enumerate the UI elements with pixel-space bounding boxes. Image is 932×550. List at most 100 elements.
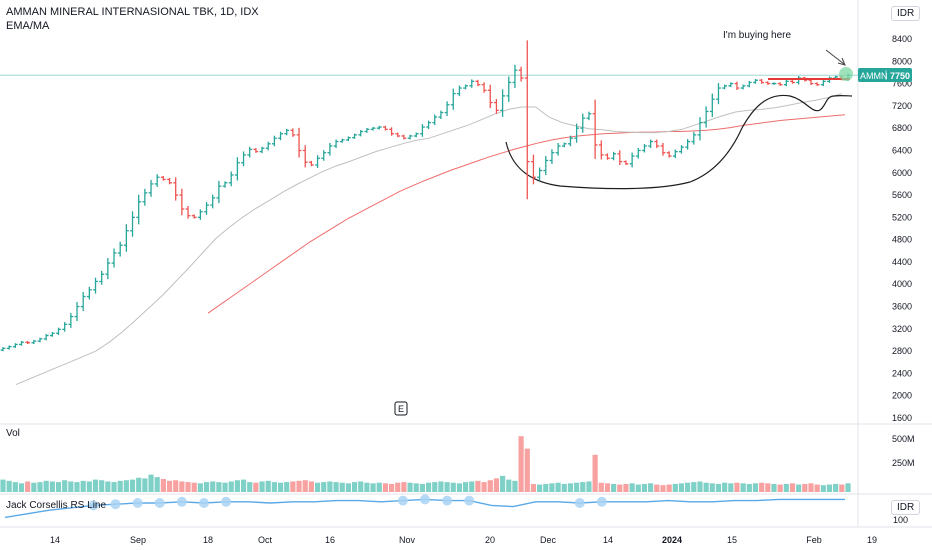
price-tick-label: 6800 [892, 123, 912, 133]
volume-bar [740, 483, 746, 492]
rs-new-high-dot [596, 496, 607, 507]
volume-bar [796, 484, 802, 492]
ohlc-bar [716, 83, 721, 105]
ohlc-bar [444, 101, 450, 117]
volume-bar [296, 480, 302, 492]
volume-bar [185, 482, 191, 492]
ohlc-bar [49, 332, 55, 337]
ohlc-bar [420, 124, 425, 137]
price-tick-label: 7200 [892, 101, 912, 111]
ohlc-bar [167, 177, 172, 185]
volume-bar [407, 482, 413, 492]
price-tick-label: 5600 [892, 190, 912, 200]
volume-bar [31, 482, 37, 492]
price-tick-label: 2000 [892, 391, 912, 401]
cup-handle-curve [505, 94, 853, 190]
ohlc-bar [518, 66, 524, 82]
volume-bar [216, 482, 222, 492]
annotation-text: I'm buying here [723, 30, 791, 41]
volume-bar [111, 482, 117, 492]
volume-bar [660, 485, 666, 492]
ohlc-bar [241, 151, 246, 167]
ohlc-bar [31, 339, 37, 345]
earnings-marker[interactable] [394, 401, 408, 416]
ohlc-bar [339, 138, 345, 143]
volume-bar [715, 483, 722, 492]
volume-bars [0, 436, 851, 492]
ohlc-bar [740, 84, 746, 90]
volume-bar [722, 482, 728, 492]
ohlc-bar [642, 144, 647, 153]
volume-bar [401, 482, 407, 492]
ohlc-bar [777, 82, 783, 86]
volume-bar [345, 483, 351, 492]
volume-bar [68, 481, 74, 492]
ohlc-bar [228, 171, 234, 187]
volume-bar [129, 479, 136, 492]
price-tick-label: 8400 [892, 34, 912, 44]
volume-bar [277, 482, 284, 492]
volume-bar [382, 483, 388, 492]
volume-bar [752, 483, 759, 492]
ohlc-bar [234, 157, 240, 181]
ohlc-bar [204, 202, 209, 215]
volume-bar [419, 483, 426, 492]
price-tick-label: 5200 [892, 212, 912, 222]
ohlc-bar [586, 111, 592, 121]
ohlc-bar [247, 146, 253, 158]
ohlc-bar [709, 93, 715, 117]
volume-bar [376, 482, 382, 492]
ma-line [207, 114, 846, 314]
ohlc-bar [574, 123, 580, 143]
ohlc-bar [679, 145, 684, 154]
ohlc-bar [99, 270, 105, 285]
ohlc-bar [173, 177, 179, 201]
buy-point-marker[interactable] [839, 67, 853, 81]
time-tick-label: Feb [806, 535, 822, 545]
volume-bar [388, 483, 395, 492]
ohlc-bar [105, 258, 111, 280]
indicator-label[interactable]: EMA/MA [6, 20, 50, 32]
price-tag [858, 68, 912, 82]
ohlc-bar [117, 241, 123, 257]
volume-bar [173, 480, 179, 492]
ohlc-bar [25, 340, 31, 345]
volume-bar [574, 482, 580, 492]
price-tick-label: 8000 [892, 56, 912, 66]
volume-bar [197, 483, 203, 492]
volume-bar [74, 482, 80, 492]
ohlc-bar [814, 82, 820, 86]
ohlc-bar [370, 126, 376, 131]
volume-bar [845, 483, 851, 492]
volume-bar [105, 481, 111, 492]
volume-bar [413, 483, 419, 492]
volume-bar [432, 482, 438, 492]
ohlc-bar [111, 248, 117, 268]
ohlc-bar [500, 89, 505, 117]
ohlc-bar [820, 79, 826, 87]
symbol-title[interactable]: AMMAN MINERAL INTERNASIONAL TBK, 1D, IDX [6, 6, 259, 18]
cup-and-handle-drawing[interactable] [505, 94, 853, 190]
volume-bar [284, 482, 290, 492]
time-tick-label: 18 [203, 535, 213, 545]
volume-bar [543, 483, 549, 492]
volume-bar [339, 482, 345, 492]
volume-bar [240, 479, 247, 492]
volume-bar [783, 483, 789, 492]
volume-bar [55, 482, 62, 492]
ohlc-bar [438, 110, 444, 120]
ohlc-bar [734, 81, 740, 91]
currency-badge-bottom[interactable]: IDR [891, 500, 921, 515]
volume-bar [691, 482, 697, 492]
currency-badge-top[interactable]: IDR [891, 6, 921, 21]
ohlc-bar [580, 113, 586, 133]
volume-bar [611, 483, 617, 492]
ohlc-bar [160, 175, 166, 181]
price-tick-label: 1600 [892, 413, 912, 423]
volume-bar [524, 448, 530, 492]
ohlc-bar [191, 214, 197, 219]
volume-axis-ticks: 250M 500M [892, 434, 915, 468]
volume-bar [234, 480, 240, 492]
rs-new-high-dot [397, 495, 408, 506]
